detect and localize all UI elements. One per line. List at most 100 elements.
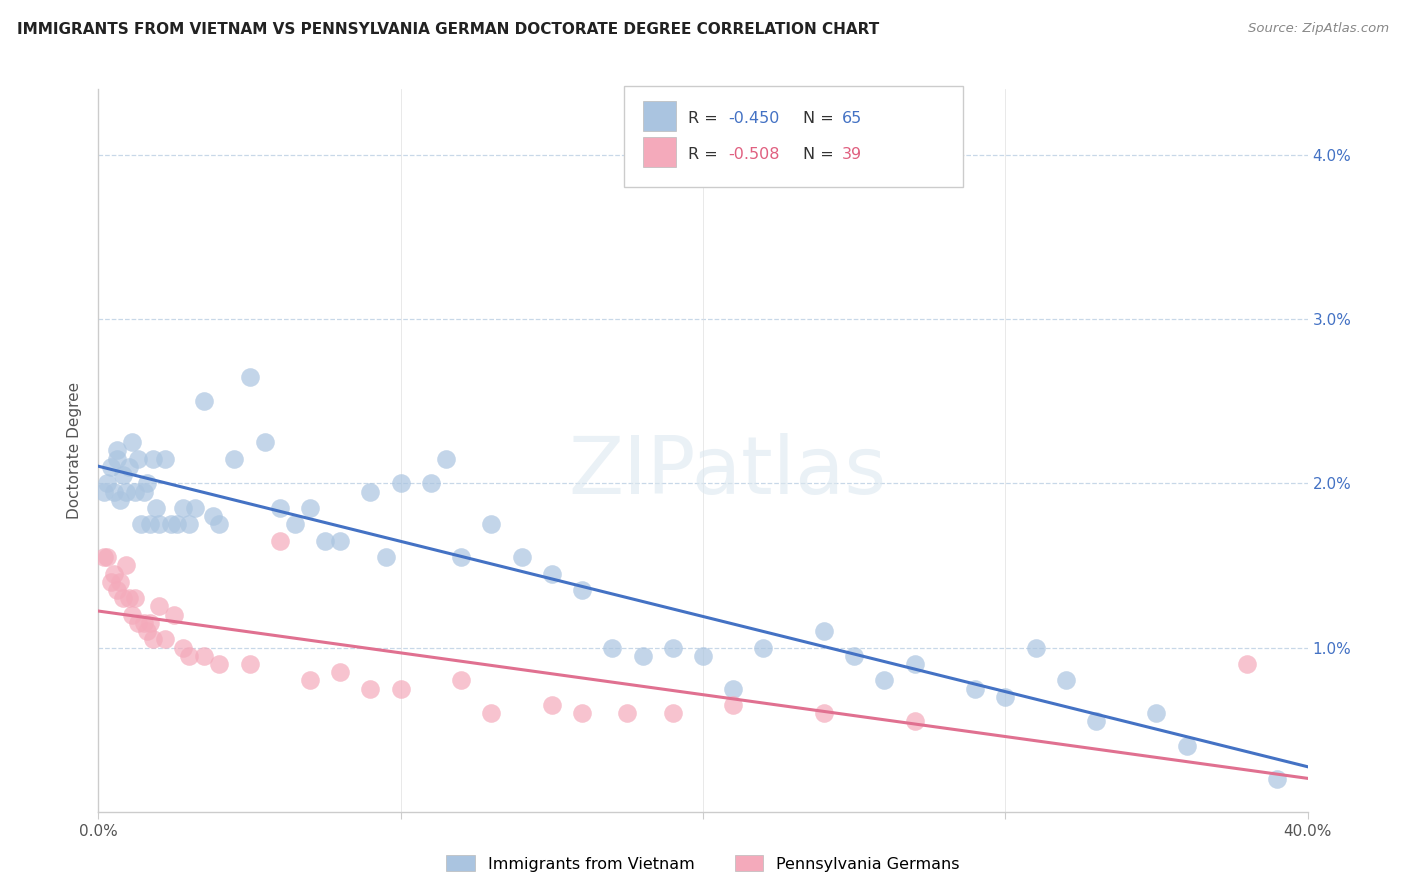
Point (434, 451, 457, 466)
Point (602, 640, 624, 655)
Point (360, 681, 382, 696)
Point (193, 394, 215, 409)
Point (184, 500, 207, 515)
Point (118, 459, 141, 474)
Point (1175, 739, 1198, 753)
Point (299, 500, 322, 515)
Point (148, 517, 170, 532)
Point (1085, 714, 1108, 729)
Point (114, 558, 136, 573)
Point (96, 550, 118, 565)
Point (253, 435, 276, 450)
Text: Source: ZipAtlas.com: Source: ZipAtlas.com (1249, 22, 1389, 36)
Point (813, 624, 835, 639)
Point (284, 517, 307, 532)
Point (1024, 640, 1046, 655)
Point (139, 517, 162, 532)
Text: -0.508: -0.508 (728, 146, 780, 161)
FancyBboxPatch shape (643, 136, 676, 167)
Point (105, 443, 128, 458)
Point (100, 459, 122, 474)
Point (692, 648, 714, 663)
Text: 65: 65 (842, 111, 862, 126)
Point (299, 673, 322, 688)
Point (132, 615, 155, 630)
Point (124, 591, 146, 606)
Point (450, 550, 472, 565)
Point (135, 624, 157, 639)
Point (314, 533, 336, 548)
Point (844, 648, 866, 663)
Point (103, 566, 125, 581)
Point (360, 484, 382, 499)
Point (239, 657, 262, 671)
Point (163, 607, 186, 622)
Point (145, 500, 167, 515)
Text: -0.450: -0.450 (728, 111, 780, 126)
Point (571, 706, 593, 721)
Point (100, 574, 122, 589)
Y-axis label: Doctorate Degree: Doctorate Degree (67, 382, 83, 519)
Point (153, 632, 176, 647)
Point (160, 517, 183, 532)
Text: R =: R = (689, 111, 723, 126)
Point (202, 509, 225, 524)
Point (93, 550, 115, 565)
Point (661, 640, 683, 655)
Point (1236, 657, 1258, 671)
Point (813, 706, 835, 721)
Point (631, 648, 654, 663)
Point (172, 500, 194, 515)
Point (114, 484, 136, 499)
Point (142, 632, 165, 647)
Point (108, 574, 131, 589)
Point (374, 550, 396, 565)
Point (1054, 673, 1077, 688)
Point (127, 451, 149, 466)
Point (193, 648, 215, 663)
Point (904, 714, 927, 729)
Point (540, 698, 562, 712)
Point (179, 517, 201, 532)
Point (1267, 772, 1289, 786)
Point (481, 706, 503, 721)
Point (111, 468, 134, 483)
Point (121, 607, 143, 622)
Point (904, 657, 927, 671)
Point (153, 451, 176, 466)
Point (208, 657, 231, 671)
Point (661, 706, 683, 721)
Point (450, 673, 472, 688)
Point (96, 476, 118, 491)
Text: ZIPatlas: ZIPatlas (568, 434, 886, 511)
Point (1144, 706, 1167, 721)
Point (389, 476, 412, 491)
Point (121, 435, 143, 450)
Point (139, 615, 162, 630)
Point (103, 484, 125, 499)
Point (481, 517, 503, 532)
Point (269, 500, 291, 515)
Point (329, 665, 352, 680)
Point (124, 484, 146, 499)
Point (571, 582, 593, 597)
Point (135, 476, 157, 491)
Point (239, 369, 262, 384)
Point (510, 550, 533, 565)
Point (873, 673, 896, 688)
Point (179, 648, 201, 663)
Point (142, 451, 165, 466)
Point (269, 533, 291, 548)
Text: R =: R = (689, 146, 723, 161)
Point (420, 476, 443, 491)
Point (132, 484, 155, 499)
Point (129, 517, 152, 532)
Point (172, 640, 194, 655)
Point (389, 681, 412, 696)
Point (723, 681, 745, 696)
Point (723, 698, 745, 712)
Text: N =: N = (803, 111, 839, 126)
Point (329, 533, 352, 548)
Point (111, 591, 134, 606)
Point (108, 492, 131, 507)
